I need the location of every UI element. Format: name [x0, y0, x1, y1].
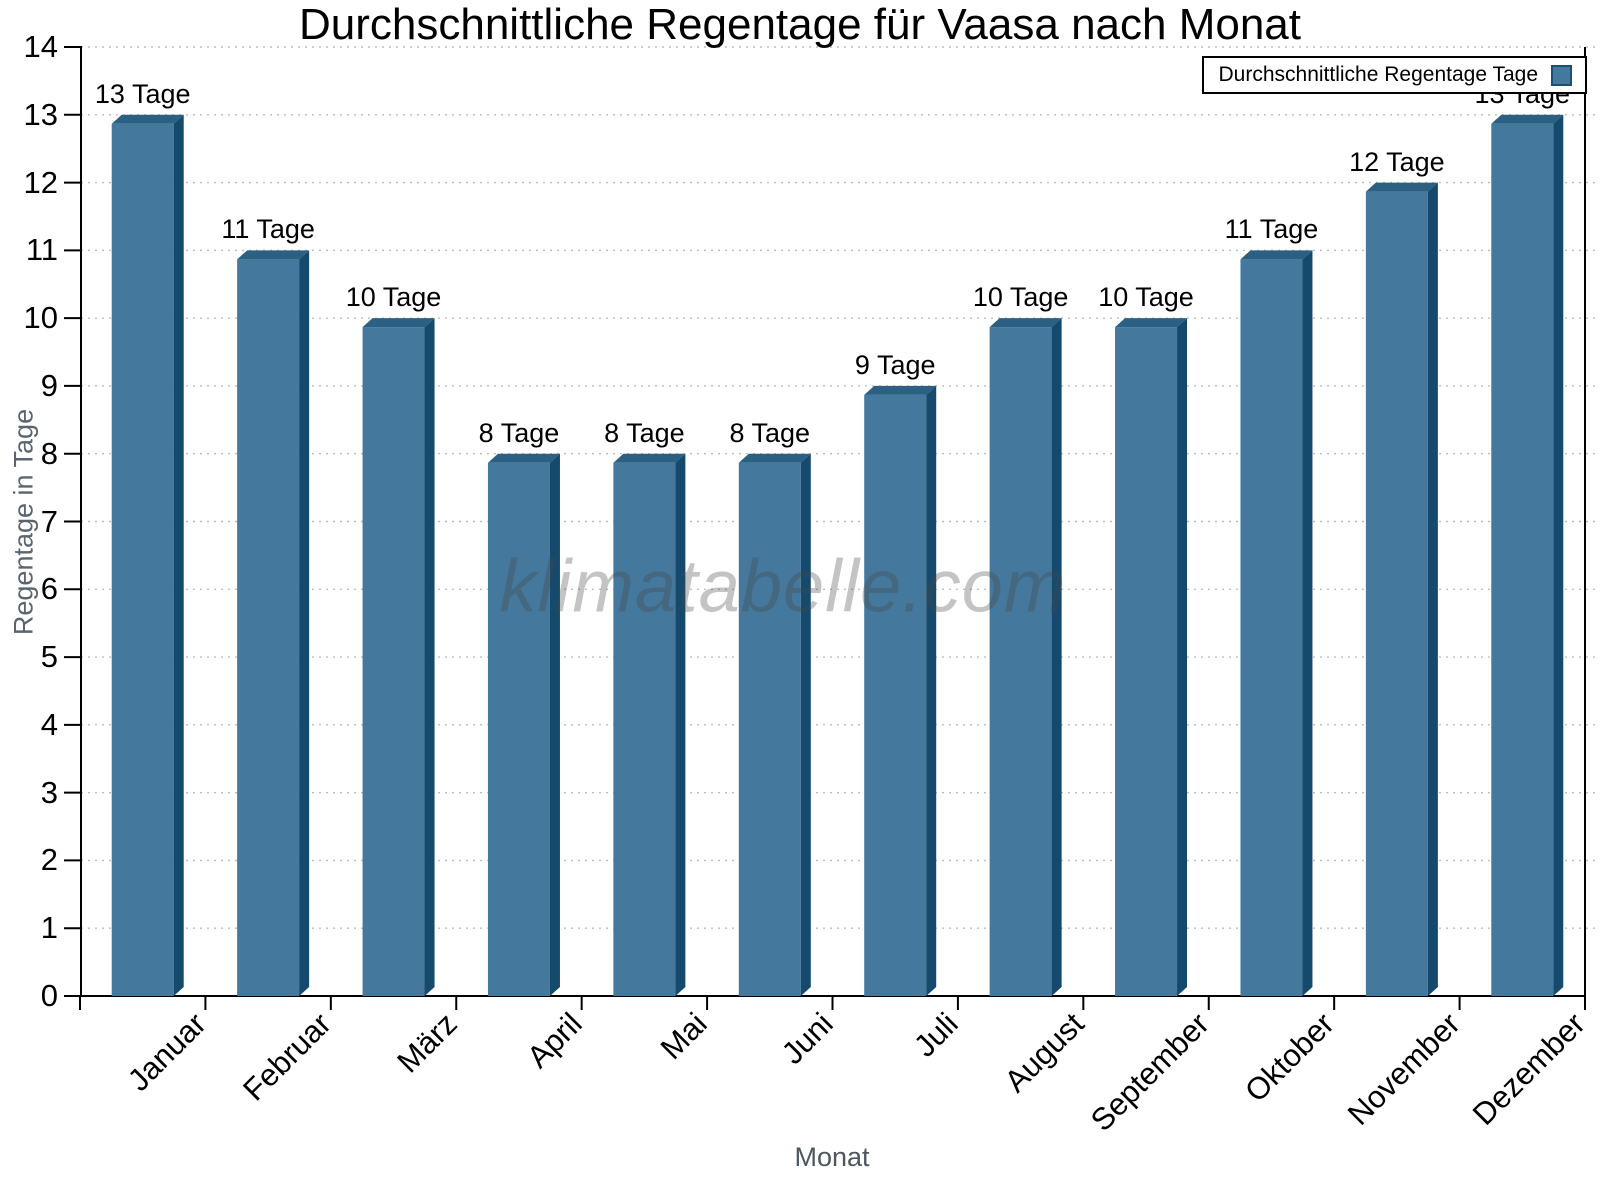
bar	[613, 462, 676, 996]
bar-side-face	[1553, 114, 1564, 997]
y-tick-label: 14	[23, 29, 58, 64]
bar-side-face	[173, 114, 184, 997]
bar	[738, 462, 801, 996]
y-tick-label: 8	[40, 435, 58, 471]
y-tick-label: 1	[40, 910, 58, 946]
bar-value-label: 10 Tage	[972, 282, 1069, 313]
y-tick-label: 4	[40, 706, 58, 742]
y-tick-label: 10	[23, 300, 58, 336]
y-tick-label: 6	[40, 571, 58, 607]
bar-value-label: 9 Tage	[854, 349, 936, 380]
bar-top-face	[989, 318, 1062, 328]
bar-top-face	[111, 114, 184, 124]
y-tick-label: 11	[25, 232, 58, 268]
bar-value-label: 11 Tage	[221, 214, 315, 245]
bar-value-label: 13 Tage	[94, 78, 191, 109]
y-tick-label: 3	[40, 774, 58, 810]
y-tick-label: 0	[40, 978, 58, 1013]
bar-top-face	[1365, 182, 1438, 192]
bar-side-face	[299, 250, 310, 996]
y-tick-label: 12	[23, 164, 58, 200]
bar-top-face	[1115, 318, 1188, 328]
legend-swatch	[1551, 64, 1572, 86]
bar	[1240, 259, 1303, 996]
bar-value-label: 8 Tage	[478, 417, 560, 448]
bar	[237, 259, 300, 996]
y-tick-label: 13	[23, 96, 58, 132]
bar-side-face	[926, 385, 937, 996]
y-tick-label: 9	[40, 367, 58, 403]
bar-side-face	[1427, 182, 1438, 997]
bar-side-face	[675, 453, 686, 996]
bar-top-face	[362, 318, 435, 328]
bar	[1115, 327, 1178, 997]
bar-side-face	[800, 453, 811, 996]
chart-title: Durchschnittliche Regentage für Vaasa na…	[299, 0, 1301, 49]
x-axis-title: Monat	[794, 1142, 870, 1172]
y-tick-label: 7	[40, 503, 58, 539]
y-tick-label: 2	[40, 842, 58, 878]
bar-value-label: 10 Tage	[1098, 282, 1194, 313]
bar-value-label: 8 Tage	[604, 417, 685, 448]
bar	[864, 394, 927, 996]
bar-top-face	[237, 250, 310, 260]
bar-top-face	[738, 453, 811, 463]
bar	[111, 123, 174, 997]
bar-top-face	[1491, 114, 1564, 124]
bar	[362, 327, 425, 997]
bar-value-label: 10 Tage	[345, 282, 442, 313]
bar	[989, 327, 1052, 997]
legend-label: Durchschnittliche Regentage Tage	[1218, 63, 1538, 86]
bar	[487, 462, 550, 996]
bar-value-label: 12 Tage	[1349, 146, 1445, 177]
legend: Durchschnittliche Regentage Tage	[1202, 56, 1587, 94]
bar	[1365, 191, 1428, 997]
bar-value-label: 8 Tage	[729, 417, 811, 448]
bar-side-face	[1302, 250, 1313, 996]
bar-side-face	[424, 318, 435, 997]
bar-top-face	[613, 453, 686, 463]
y-axis-title: Regentage in Tage	[8, 408, 39, 636]
bar-value-label: 11 Tage	[1224, 214, 1319, 245]
bar	[1491, 123, 1554, 997]
bar-side-face	[549, 453, 560, 996]
bar-side-face	[1177, 318, 1188, 997]
bar-top-face	[487, 453, 560, 463]
bar-side-face	[1051, 318, 1062, 997]
bar-top-face	[864, 385, 937, 395]
y-tick-label: 5	[40, 639, 58, 675]
bar-top-face	[1240, 250, 1313, 260]
